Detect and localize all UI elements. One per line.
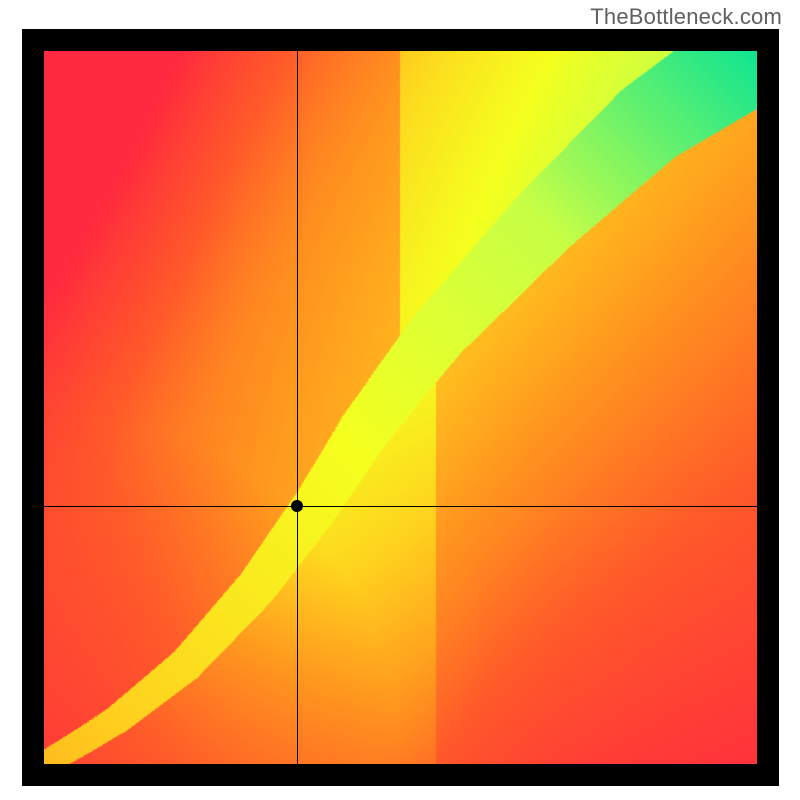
crosshair-horizontal <box>44 506 757 507</box>
marker-point <box>291 500 303 512</box>
heatmap-canvas <box>44 51 757 764</box>
root-container: TheBottleneck.com <box>0 0 800 800</box>
crosshair-vertical <box>297 51 298 764</box>
watermark-text: TheBottleneck.com <box>590 4 782 30</box>
